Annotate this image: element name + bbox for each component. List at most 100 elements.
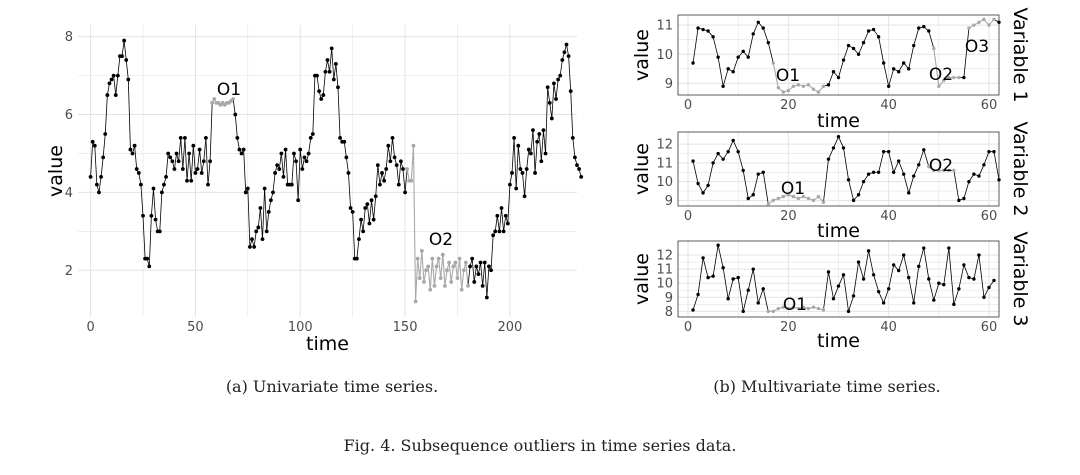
outlier-point — [417, 276, 422, 280]
data-point — [851, 46, 856, 51]
series-line-segment — [570, 91, 574, 138]
series-line-segment — [732, 57, 739, 72]
series-line-segment — [843, 147, 849, 180]
data-point — [264, 229, 269, 234]
outlier-point — [434, 264, 439, 269]
data-point — [701, 27, 705, 32]
series-line-segment — [125, 59, 129, 80]
data-point — [359, 217, 363, 222]
series-line-segment — [717, 245, 724, 268]
outlier-point — [461, 268, 466, 273]
series-line-segment — [165, 153, 169, 177]
series-line-segment — [199, 149, 203, 173]
series-line-segment — [272, 172, 276, 193]
series-line-segment — [530, 130, 534, 154]
series-line-segment — [553, 83, 557, 100]
series-line-segment — [209, 102, 213, 162]
series-line-segment — [188, 153, 192, 181]
figure-caption: Fig. 4. Subsequence outliers in time ser… — [344, 436, 737, 455]
data-point — [115, 73, 120, 78]
data-point — [199, 171, 204, 175]
outlier-point — [967, 26, 971, 30]
data-point — [378, 182, 382, 187]
series-line-segment — [928, 30, 935, 49]
data-point — [881, 61, 886, 65]
data-point — [566, 54, 571, 59]
data-point — [317, 89, 322, 94]
series-line-segment — [863, 30, 869, 43]
data-point — [298, 147, 303, 152]
data-point — [398, 159, 403, 164]
series-line-segment — [737, 277, 744, 312]
x-tick-label: 20 — [780, 320, 797, 335]
series-line-segment — [828, 147, 834, 160]
data-point — [134, 167, 139, 171]
series-line-segment — [983, 151, 990, 165]
data-point — [861, 40, 866, 45]
data-point — [564, 42, 569, 47]
series-line-segment — [888, 264, 895, 289]
outlier-point — [811, 305, 816, 309]
data-point — [972, 172, 976, 176]
series-line-segment — [515, 145, 519, 189]
data-point — [556, 77, 561, 82]
series-line-segment — [431, 258, 435, 286]
panel-strip-label: Variable 3 — [1009, 231, 1031, 326]
outlier-point — [791, 84, 796, 88]
data-point — [520, 171, 525, 175]
outlier-point — [771, 198, 775, 203]
data-point — [562, 50, 567, 55]
outlier-point — [451, 264, 456, 269]
data-point — [99, 174, 103, 179]
y-axis-label: value — [631, 29, 653, 81]
data-point — [191, 143, 196, 148]
data-point — [107, 81, 112, 86]
data-point — [886, 287, 891, 291]
data-point — [836, 284, 841, 288]
multivariate-variable-1-chart: 0 20 40 60 9 10 11 time value Variable 1 O1 O2 O3 — [631, 7, 1031, 132]
series-line-segment — [322, 71, 326, 96]
data-point — [277, 167, 282, 171]
series-line-segment — [727, 278, 734, 299]
series-line-segment — [478, 262, 481, 275]
series-line-segment — [117, 56, 121, 76]
data-point — [977, 253, 981, 257]
data-point — [541, 128, 546, 133]
data-point — [701, 191, 705, 195]
series-line-segment — [280, 153, 284, 177]
data-point — [279, 151, 284, 156]
data-point — [484, 295, 489, 300]
x-tick-label: 0 — [684, 209, 692, 224]
data-point — [187, 151, 192, 156]
data-point — [912, 43, 916, 48]
outlier-point — [426, 264, 431, 269]
data-point — [289, 182, 294, 187]
data-point — [273, 171, 277, 175]
outlier-point — [466, 283, 470, 288]
data-point — [902, 253, 906, 257]
data-point — [866, 29, 871, 33]
data-point — [927, 277, 931, 281]
series-line-segment — [517, 145, 521, 170]
series-line-segment — [757, 288, 764, 304]
series-line-segment — [375, 165, 379, 197]
data-point — [891, 67, 896, 71]
data-point — [761, 287, 765, 291]
gridlines — [678, 15, 999, 95]
series-line-segment — [772, 62, 779, 88]
series-line-segment — [490, 235, 494, 271]
series-line-segment — [398, 161, 402, 185]
data-point — [185, 178, 189, 183]
data-point — [896, 159, 901, 163]
data-point — [922, 24, 926, 29]
series-line-segment — [100, 157, 104, 177]
data-point — [147, 264, 152, 269]
series-line-segment — [262, 188, 266, 240]
series-line-segment — [848, 179, 854, 201]
data-point — [239, 151, 244, 156]
data-point — [736, 275, 740, 280]
data-point — [886, 149, 891, 154]
data-point — [543, 151, 548, 156]
outlier-label-o2: O2 — [929, 65, 953, 85]
data-point — [917, 163, 921, 167]
